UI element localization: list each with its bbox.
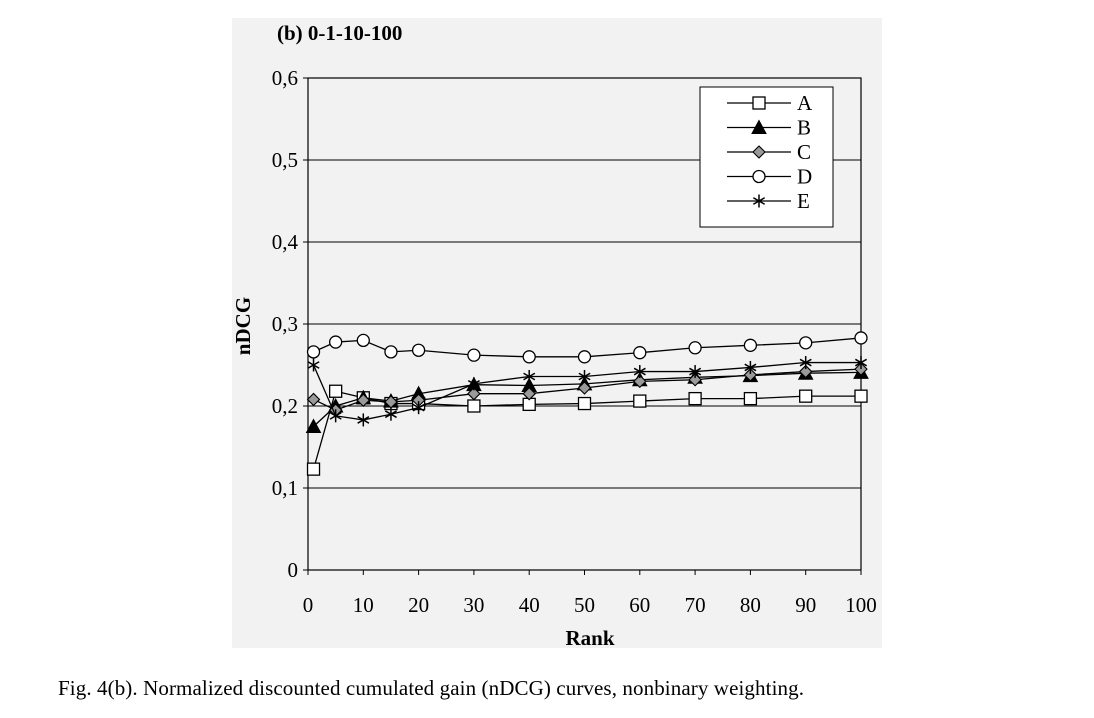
legend-marker-E	[752, 194, 766, 208]
data-point-A	[743, 391, 758, 406]
data-point-D	[854, 331, 868, 345]
data-point-E	[384, 407, 397, 421]
legend-marker-B	[751, 119, 767, 134]
data-point-E	[329, 409, 342, 423]
data-point-C	[577, 381, 592, 395]
legend-marker-A	[752, 96, 766, 110]
legend-item-B: B	[727, 116, 811, 140]
series-D	[306, 331, 868, 364]
y-tick-label: 0,4	[272, 230, 299, 254]
y-tick-label: 0,6	[272, 66, 298, 90]
data-point-D	[522, 350, 536, 364]
y-tick-label: 0,2	[272, 394, 298, 418]
x-axis-ticks: 0 10 20 30 40 50 60 70 80 90 100	[303, 570, 877, 617]
x-tick-label: 90	[795, 593, 816, 617]
data-point-C	[356, 393, 371, 408]
data-point-E	[523, 369, 536, 383]
data-point-A	[577, 396, 592, 411]
data-point-E	[467, 377, 480, 391]
data-point-C	[854, 362, 868, 376]
data-point-E	[307, 358, 320, 372]
y-axis-label: nDCG	[231, 297, 255, 355]
data-point-C	[688, 372, 702, 387]
x-tick-label: 70	[685, 593, 706, 617]
legend-label: E	[797, 189, 810, 213]
series-E	[307, 356, 868, 427]
legend-marker-C	[752, 145, 766, 159]
data-point-C	[306, 392, 321, 407]
legend-box	[699, 86, 834, 228]
figure-caption: Fig. 4(b). Normalized discounted cumulat…	[58, 676, 805, 700]
x-tick-label: 40	[519, 593, 540, 617]
y-tick-label: 0,3	[272, 312, 298, 336]
data-point-E	[689, 365, 702, 379]
y-tick-label: 0,1	[272, 476, 298, 500]
legend-marker-D	[752, 169, 766, 184]
data-point-D	[688, 341, 702, 355]
legend-item-C: C	[727, 140, 811, 164]
series-layer	[305, 331, 869, 476]
data-point-A	[306, 462, 321, 476]
legend-item-A: A	[727, 91, 813, 115]
x-axis-label: Rank	[565, 626, 614, 650]
data-point-D	[356, 333, 370, 348]
x-tick-label: 60	[629, 593, 650, 617]
y-axis-ticks: 0 0,1 0,2 0,3 0,4 0,5 0,6	[272, 66, 308, 582]
legend-label: C	[797, 140, 811, 164]
data-point-C	[743, 368, 758, 382]
data-point-D	[328, 335, 343, 349]
data-point-C	[798, 364, 813, 379]
chart-title: (b) 0-1-10-100	[277, 21, 402, 45]
data-point-D	[306, 345, 321, 359]
data-point-E	[578, 369, 591, 383]
x-tick-label: 100	[845, 593, 877, 617]
data-point-C	[467, 386, 481, 401]
x-tick-label: 0	[303, 593, 314, 617]
nDCG-chart: (b) 0-1-10-100 0 0,1 0,2 0,3 0,4 0,5 0,6 0 10 20…	[231, 18, 882, 650]
data-point-B	[305, 418, 322, 433]
data-point-A	[688, 391, 702, 406]
data-point-A	[328, 384, 343, 398]
y-tick-label: 0	[288, 558, 299, 582]
x-tick-label: 30	[463, 593, 484, 617]
x-tick-label: 50	[574, 593, 595, 617]
series-C	[306, 362, 868, 417]
x-tick-label: 20	[408, 593, 429, 617]
data-point-A	[854, 389, 868, 403]
x-tick-label: 10	[353, 593, 374, 617]
data-point-A	[633, 394, 647, 408]
data-point-D	[743, 338, 758, 352]
x-tick-label: 80	[740, 593, 761, 617]
data-point-D	[799, 336, 813, 350]
data-point-E	[744, 360, 757, 374]
legend-label: D	[797, 165, 812, 189]
data-point-E	[412, 401, 425, 415]
legend-item-D: D	[727, 165, 812, 189]
y-tick-label: 0,5	[272, 148, 298, 172]
data-point-C	[633, 374, 647, 389]
data-point-D	[577, 350, 592, 364]
legend-label: B	[797, 116, 811, 140]
data-point-C	[522, 386, 536, 401]
data-point-E	[854, 356, 868, 370]
data-point-E	[799, 356, 812, 370]
data-point-D	[384, 345, 398, 359]
legend-label: A	[797, 91, 813, 115]
data-point-A	[467, 399, 481, 413]
data-point-E	[633, 365, 646, 379]
data-point-A	[799, 389, 813, 403]
data-point-E	[357, 413, 370, 427]
legend-item-E: E	[727, 189, 810, 213]
data-point-D	[467, 348, 481, 362]
data-point-D	[411, 343, 426, 357]
data-point-D	[633, 346, 647, 360]
